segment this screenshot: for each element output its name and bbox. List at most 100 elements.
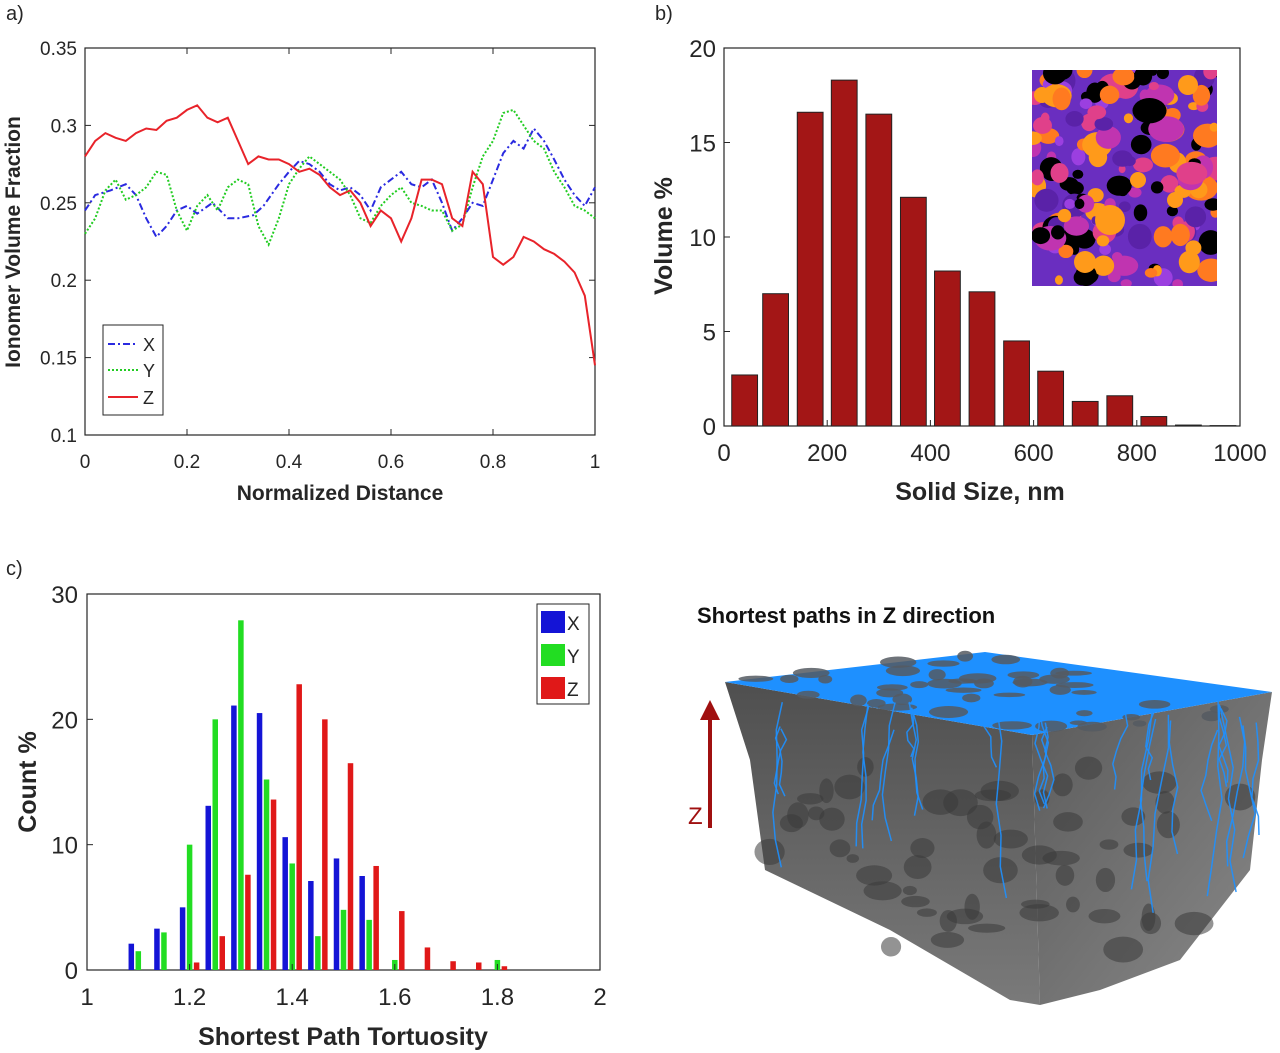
top-surface-pore bbox=[957, 650, 974, 662]
panel-a-xtick-label: 0.8 bbox=[480, 452, 506, 473]
shortest-path bbox=[911, 708, 924, 810]
top-surface-pore bbox=[796, 690, 820, 699]
block-pore bbox=[993, 829, 1028, 849]
inset-particle bbox=[1040, 112, 1050, 124]
shortest-path bbox=[1206, 701, 1223, 897]
top-surface-pore bbox=[910, 681, 929, 689]
panel-b-ytick-label: 0 bbox=[703, 414, 716, 441]
inset-particle bbox=[1209, 122, 1217, 132]
inset-particle bbox=[1099, 85, 1120, 105]
inset-particle bbox=[1034, 188, 1059, 212]
block-pore bbox=[819, 778, 834, 804]
panel-a-xlabel: Normalized Distance bbox=[237, 482, 444, 505]
inset-particle bbox=[1058, 244, 1074, 259]
shortest-path bbox=[995, 709, 1008, 899]
inset-particle bbox=[1052, 87, 1071, 111]
inset-particle bbox=[1172, 279, 1184, 286]
panel-b-xlabel: Solid Size, nm bbox=[895, 478, 1064, 506]
block-pore bbox=[1141, 903, 1156, 932]
panel-a-xtick-label: 0.2 bbox=[174, 452, 200, 473]
inset-particle bbox=[1071, 148, 1086, 166]
block-pore bbox=[1174, 911, 1214, 936]
panel-c-bar-y bbox=[135, 951, 142, 970]
block-pore bbox=[796, 793, 824, 805]
shortest-path bbox=[855, 706, 870, 847]
inset-particle bbox=[1153, 226, 1173, 248]
inset-particle bbox=[1160, 175, 1179, 193]
inset-particle bbox=[1118, 201, 1131, 212]
inset-particle bbox=[1073, 269, 1091, 286]
panel-a-ytick-label: 0.1 bbox=[51, 426, 77, 447]
block-pore bbox=[829, 839, 851, 858]
top-surface-pore bbox=[1049, 684, 1071, 695]
panel-c-ytick-label: 30 bbox=[51, 582, 78, 609]
panel-b-ytick-label: 20 bbox=[689, 36, 716, 63]
z-arrow-head bbox=[700, 700, 720, 720]
inset-particle bbox=[1150, 143, 1180, 168]
shortest-path bbox=[1218, 704, 1228, 787]
inset-particle bbox=[1178, 250, 1200, 274]
top-surface-pore bbox=[1138, 700, 1171, 709]
block-pore bbox=[1224, 783, 1256, 811]
inset-large-particle bbox=[1130, 172, 1146, 188]
block-pore bbox=[1099, 839, 1119, 850]
shortest-path bbox=[1147, 714, 1170, 913]
shortest-path bbox=[774, 726, 786, 797]
shortest-path bbox=[1038, 726, 1048, 805]
top-surface-pore bbox=[1071, 690, 1097, 695]
block-pore bbox=[846, 854, 860, 863]
panel-c-bar-x bbox=[282, 837, 288, 970]
panel-b-bar bbox=[865, 113, 893, 427]
panel-c-xtick-label: 1 bbox=[80, 984, 93, 1011]
panel-b-bar bbox=[796, 111, 824, 427]
legend-label-x: X bbox=[567, 614, 580, 635]
panel-c-bar-x bbox=[231, 705, 237, 970]
panel-c-bar-z bbox=[296, 684, 302, 970]
inset-particle bbox=[1111, 252, 1123, 262]
block-pore bbox=[856, 865, 893, 886]
top-surface-pore bbox=[928, 669, 946, 681]
block-pore bbox=[910, 838, 935, 859]
inset-particle bbox=[1076, 70, 1093, 79]
block-pore bbox=[880, 936, 902, 957]
top-surface-pore bbox=[1012, 678, 1048, 687]
inset-particle bbox=[1054, 275, 1063, 285]
shortest-path bbox=[980, 705, 998, 768]
block-pore bbox=[1095, 867, 1116, 893]
panel-c-bar-z bbox=[219, 936, 225, 970]
inset-particle bbox=[1156, 70, 1170, 80]
inset-particle bbox=[1170, 223, 1190, 247]
panel-a-letter: a) bbox=[6, 3, 24, 25]
shortest-path bbox=[906, 707, 915, 758]
panel-c-bar-y bbox=[340, 909, 347, 970]
shortest-path bbox=[881, 702, 896, 842]
panel-b-letter: b) bbox=[655, 3, 673, 25]
top-surface-pore bbox=[780, 674, 799, 684]
shortest-path bbox=[1200, 729, 1219, 822]
top-surface-pore bbox=[880, 656, 917, 668]
inset-particle bbox=[1112, 70, 1135, 86]
top-surface-pore bbox=[885, 665, 920, 677]
shortest-path bbox=[772, 702, 784, 868]
panel-a-ytick-label: 0.2 bbox=[51, 271, 77, 292]
block-pore bbox=[863, 881, 902, 901]
panel-b-ytick-label: 10 bbox=[689, 225, 716, 252]
inset-particle bbox=[1072, 169, 1084, 179]
panel-c-bar-z bbox=[424, 947, 431, 970]
inset-particle bbox=[1074, 198, 1085, 210]
legend-swatch-x bbox=[541, 611, 565, 633]
block-pore bbox=[1088, 908, 1121, 924]
panel-c-bar-y bbox=[212, 719, 218, 970]
legend-swatch-z bbox=[541, 677, 565, 699]
top-surface-pore bbox=[792, 667, 830, 679]
block-pore bbox=[1155, 791, 1175, 814]
panel-c-xtick-label: 1.6 bbox=[378, 984, 411, 1011]
inset-particle bbox=[1092, 255, 1115, 276]
panel-c-bar-x bbox=[179, 907, 186, 970]
inset-particle bbox=[1166, 205, 1178, 217]
block-pore bbox=[1042, 850, 1080, 866]
panel-c-bar-y bbox=[186, 844, 193, 970]
top-surface-pore bbox=[992, 721, 1032, 730]
panel-c-bar-x bbox=[308, 881, 314, 970]
